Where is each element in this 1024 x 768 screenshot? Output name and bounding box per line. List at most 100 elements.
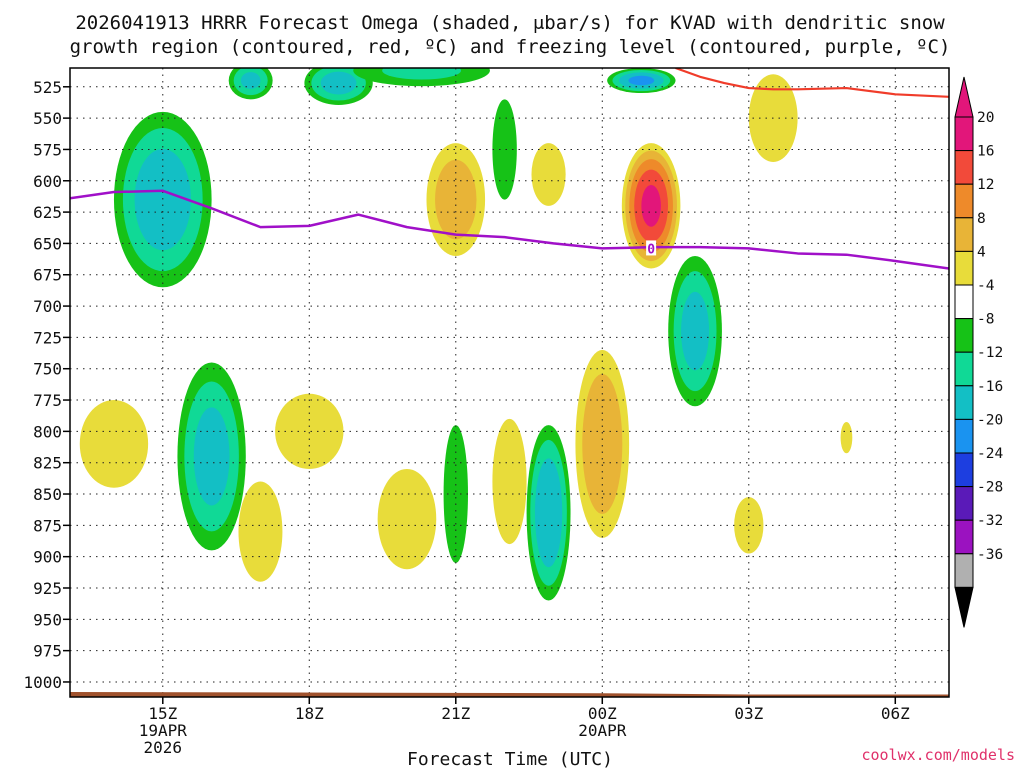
- omega-contour-fill: [320, 71, 357, 95]
- time-tick-label: 15Z: [148, 704, 177, 723]
- pressure-tick-label: 975: [33, 642, 62, 661]
- pressure-tick-label: 825: [33, 454, 62, 473]
- colorbar-tick-label: -36: [977, 547, 1003, 563]
- time-tick-label: 00Z: [588, 704, 617, 723]
- omega-contour-fill: [531, 143, 566, 206]
- pressure-tick-label: 1000: [23, 673, 62, 692]
- colorbar-tick-label: 8: [977, 211, 986, 227]
- omega-contour-fill: [238, 481, 283, 582]
- colorbar-tick-label: -20: [977, 412, 1003, 428]
- omega-contour-fill: [79, 400, 149, 488]
- gridlines: [70, 68, 949, 697]
- omega-cell-12: [275, 393, 344, 469]
- freezing-level-line: [70, 189, 949, 270]
- omega-cell-8: [526, 425, 571, 601]
- colorbar-swatch: [954, 452, 974, 488]
- colorbar-tick-label: -12: [977, 345, 1003, 361]
- pressure-tick-label: 875: [33, 516, 62, 535]
- omega-cell-2: [304, 68, 373, 105]
- omega-cell-11: [238, 481, 283, 582]
- colorbar-swatch: [954, 351, 974, 387]
- colorbar-under-arrow: [954, 586, 974, 628]
- omega-cell-6: [177, 362, 246, 551]
- omega-cell-16: [531, 143, 566, 206]
- colorbar-swatch: [954, 553, 974, 588]
- pressure-tick-label: 800: [33, 422, 62, 441]
- omega-contour-fill: [582, 373, 623, 514]
- colorbar-swatch: [954, 385, 974, 420]
- time-tick-sublabel: 19APR: [139, 721, 188, 740]
- dgz-contour-line: [675, 68, 949, 98]
- contour-lines: 0: [70, 68, 949, 270]
- colorbar-tick-label: 12: [977, 177, 994, 193]
- omega-cell-7: [443, 425, 468, 563]
- omega-contour-fill: [628, 75, 655, 86]
- omega-cell-5: [607, 68, 676, 94]
- terrain-fill: [70, 691, 949, 697]
- pressure-tick-label: 775: [33, 391, 62, 410]
- omega-contour-fill: [492, 418, 527, 545]
- colorbar-swatch: [954, 486, 974, 521]
- omega-contour-fill: [840, 421, 853, 454]
- colorbar-tick-label: 20: [977, 110, 994, 126]
- omega-cell-0: [113, 111, 212, 288]
- omega-cell-3: [353, 68, 490, 87]
- pressure-tick-label: 575: [33, 140, 62, 159]
- omega-contour-fill: [734, 497, 764, 554]
- time-tick-sublabel: 2026: [144, 738, 183, 757]
- omega-cell-1: [228, 68, 273, 100]
- pressure-tick-label: 900: [33, 548, 62, 567]
- colorbar-tick-label: -8: [977, 312, 994, 328]
- colorbar-swatch: [954, 284, 974, 320]
- omega-contour-fill: [240, 72, 261, 89]
- colorbar-tick-label: -4: [977, 278, 995, 294]
- omega-cell-10: [79, 400, 149, 488]
- colorbar-swatch: [954, 150, 974, 185]
- colorbar-swatch: [954, 217, 974, 252]
- colorbar-tick-label: -24: [977, 446, 1003, 462]
- colorbar-tick-label: -32: [977, 513, 1003, 529]
- freezing-level-label: 0: [647, 242, 655, 257]
- omega-contour-fill: [681, 291, 710, 371]
- pressure-tick-label: 650: [33, 234, 62, 253]
- omega-shading: [79, 68, 853, 601]
- chart-title-line-2: growth region (contoured, red, ºC) and f…: [70, 36, 951, 58]
- pressure-tick-label: 550: [33, 109, 62, 128]
- pressure-tick-label: 925: [33, 579, 62, 598]
- plot-frame: [69, 67, 950, 698]
- omega-cell-17: [575, 349, 630, 538]
- omega-colorbar: -36 -32 -28 -24 -20 -16 -12 -8 -4 4 8 12 16 20: [954, 76, 1003, 628]
- pressure-tick-label: 950: [33, 610, 62, 629]
- colorbar-over-arrow: [954, 76, 974, 118]
- colorbar-swatch: [954, 519, 974, 555]
- colorbar-tick-label: 4: [977, 244, 986, 260]
- time-tick-label: 21Z: [441, 704, 470, 723]
- omega-cell-14: [426, 143, 486, 256]
- colorbar-tick-label: 16: [977, 144, 994, 160]
- colorbar-swatch: [954, 116, 974, 152]
- time-tick-sublabel: 20APR: [578, 721, 627, 740]
- time-tick-label: 03Z: [734, 704, 763, 723]
- credit-link[interactable]: coolwx.com/models: [861, 746, 1015, 764]
- omega-cell-18: [621, 143, 681, 269]
- colorbar-tick-label: -28: [977, 480, 1003, 496]
- omega-contour-fill: [275, 393, 344, 469]
- pressure-tick-label: 675: [33, 266, 62, 285]
- pressure-tick-label: 700: [33, 297, 62, 316]
- omega-cell-4: [492, 99, 517, 200]
- pressure-tick-label: 750: [33, 360, 62, 379]
- pressure-tick-label: 625: [33, 203, 62, 222]
- omega-contour-fill: [641, 184, 661, 227]
- omega-contour-fill: [377, 468, 437, 570]
- pressure-tick-label: 850: [33, 485, 62, 504]
- pressure-tick-label: 600: [33, 172, 62, 191]
- colorbar-swatch: [954, 418, 974, 454]
- x-axis-label: Forecast Time (UTC): [407, 749, 613, 768]
- pressure-tick-label: 725: [33, 328, 62, 347]
- chart-title-line-1: 2026041913 HRRR Forecast Omega (shaded, …: [75, 12, 945, 34]
- omega-cell-20: [734, 497, 764, 554]
- freezing-level-label-bg: [646, 240, 657, 256]
- omega-contour-fill: [435, 159, 477, 240]
